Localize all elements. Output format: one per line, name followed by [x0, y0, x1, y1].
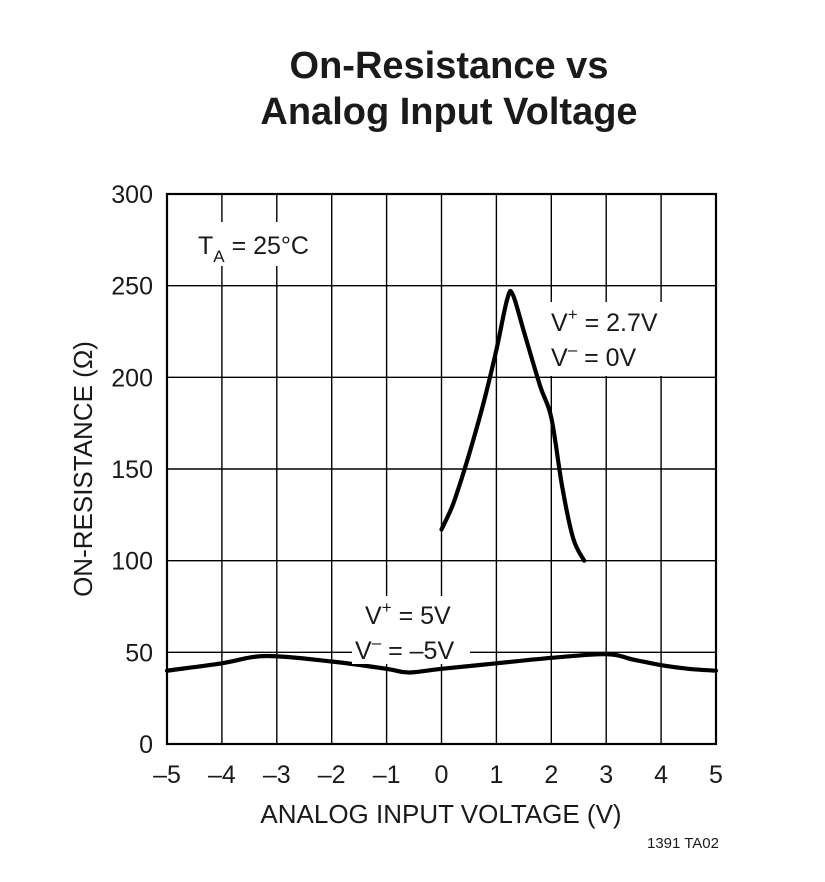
svg-text:V– = 0V: V– = 0V: [551, 340, 637, 372]
y-tick-label: 0: [139, 731, 153, 759]
chart-title-line-2: Analog Input Voltage: [260, 91, 637, 133]
chart-title: On-Resistance vs Analog Input Voltage: [260, 45, 637, 133]
x-tick-label: 3: [599, 761, 613, 789]
plot-frame: [165, 192, 718, 746]
x-tick-label: –3: [263, 761, 291, 789]
x-tick-label: –4: [208, 761, 236, 789]
svg-text:V+ = 5V: V+ = 5V: [365, 598, 451, 630]
condition-label-rest: = 25°C: [225, 232, 309, 260]
y-axis-label: ON-RESISTANCE (Ω): [68, 341, 98, 597]
svg-text:V+ = 2.7V: V+ = 2.7V: [551, 305, 658, 337]
series-2-annotation: V+ = 5V V– = –5V: [352, 596, 470, 665]
x-tick-label: –5: [153, 761, 181, 789]
x-tick-label: 0: [435, 761, 449, 789]
x-tick-label: 2: [544, 761, 558, 789]
chart-title-line-1: On-Resistance vs: [290, 45, 609, 87]
series-2-line: [164, 652, 719, 675]
x-axis-label: ANALOG INPUT VOLTAGE (V): [260, 799, 621, 829]
y-tick-label: 150: [111, 456, 153, 484]
y-tick-label: 200: [111, 364, 153, 392]
y-tick-label: 50: [125, 639, 153, 667]
x-tick-label: –1: [373, 761, 401, 789]
series-1-annotation-v-plus: V: [551, 309, 568, 337]
series-2-annotation-v-minus: V: [355, 637, 372, 665]
svg-text:TA = 25°C: TA = 25°C: [198, 232, 309, 266]
series-1-line: [439, 289, 587, 563]
series-2-annotation-v-plus: V: [365, 602, 382, 630]
condition-label: TA = 25°C: [191, 222, 326, 266]
y-tick-label: 300: [111, 181, 153, 209]
grid: [167, 194, 716, 744]
series-1-annotation-v-minus: V: [551, 344, 568, 372]
x-tick-label: 5: [709, 761, 723, 789]
condition-label-sub: A: [213, 247, 225, 266]
series-1-annotation: V+ = 2.7V V– = 0V: [543, 302, 671, 376]
svg-text:V– = –5V: V– = –5V: [355, 633, 454, 665]
x-tick-label: 4: [654, 761, 668, 789]
figure-footnote: 1391 TA02: [647, 835, 719, 852]
y-tick-label: 250: [111, 273, 153, 301]
y-tick-label: 100: [111, 548, 153, 576]
condition-label-main: T: [198, 232, 213, 260]
plot-area: [164, 289, 719, 675]
x-tick-label: 1: [489, 761, 503, 789]
x-tick-label: –2: [318, 761, 346, 789]
